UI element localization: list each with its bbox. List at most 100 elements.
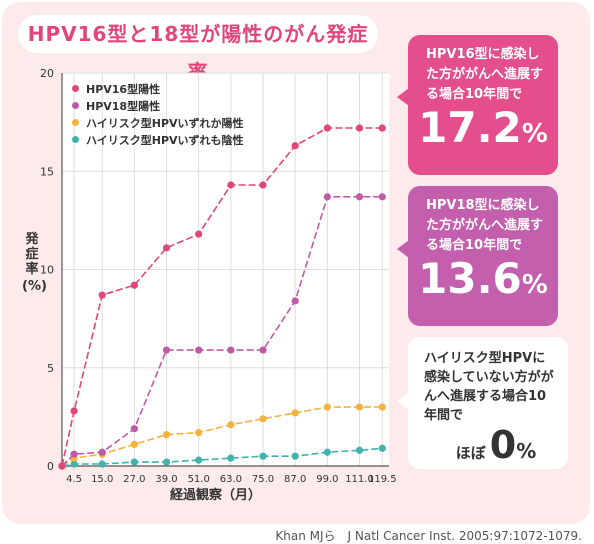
legend-label: HPV18型陽性 xyxy=(86,99,161,113)
x-tick-label: 87.0 xyxy=(284,474,306,485)
source-citation: Khan MJら J Natl Cancer Inst. 2005:97:107… xyxy=(275,529,582,543)
data-point-s2-8 xyxy=(291,297,299,305)
legend-item-2: HPV18型陽性 xyxy=(72,97,244,114)
data-point-s2-3 xyxy=(130,425,138,433)
callout-negative-number: 0 xyxy=(489,423,517,467)
y-tick-label: 0 xyxy=(47,460,54,473)
data-point-s3-5 xyxy=(195,428,203,437)
data-point-s1-3 xyxy=(130,281,138,289)
x-tick-label: 27.0 xyxy=(123,474,145,485)
series-line-2 xyxy=(61,196,383,467)
callout-negative-text: ハイリスク型HPVに感染していない方ががんへ進展する場合10年間で xyxy=(424,351,554,423)
x-tick-label: 63.0 xyxy=(220,474,242,485)
callout-hpv18: HPV18型に感染した方ががんへ進展する場合10年間で 13.6% xyxy=(408,186,558,326)
callout-pointer-3 xyxy=(397,392,409,410)
legend-marker xyxy=(72,119,79,126)
data-point-s1-9 xyxy=(323,124,331,132)
callout-negative-prefix: ほぼ xyxy=(455,444,486,462)
data-point-s4-1 xyxy=(70,460,78,468)
data-point-s2-7 xyxy=(259,346,267,354)
chart-title: HPV16型と18型が陽性のがん発症率 xyxy=(18,15,378,84)
x-tick-label: 51.0 xyxy=(188,474,210,485)
data-point-s4-11 xyxy=(378,444,386,452)
data-point-s4-3 xyxy=(130,458,138,466)
data-point-s3-7 xyxy=(259,415,267,423)
legend-label: ハイリスク型HPVいずれか陽性 xyxy=(86,116,244,130)
legend-item-3: ハイリスク型HPVいずれか陽性 xyxy=(72,114,244,131)
data-point-s3-4 xyxy=(162,430,171,439)
y-tick-label: 10 xyxy=(40,264,54,277)
x-tick-label: 15.0 xyxy=(91,474,113,485)
data-point-s3-6 xyxy=(227,421,235,429)
x-axis-label: 経過観察（月） xyxy=(170,488,262,503)
data-point-s2-9 xyxy=(323,193,331,201)
data-point-s1-10 xyxy=(355,124,364,132)
data-point-s1-0 xyxy=(58,462,66,470)
data-point-s4-2 xyxy=(98,460,106,468)
data-point-s3-9 xyxy=(323,403,331,411)
data-point-s4-10 xyxy=(355,446,364,454)
data-point-s1-7 xyxy=(259,181,267,189)
data-point-s1-8 xyxy=(291,142,299,150)
y-tick-label: 15 xyxy=(40,165,54,178)
legend-marker xyxy=(72,136,79,143)
callout-hpv18-number: 13.6 xyxy=(418,254,522,303)
data-point-s2-1 xyxy=(70,450,78,458)
callout-hpv18-pct: % xyxy=(521,270,548,300)
data-point-s1-4 xyxy=(162,244,171,252)
data-point-s4-9 xyxy=(323,448,331,456)
data-point-s2-4 xyxy=(162,346,171,354)
callout-negative: ハイリスク型HPVに感染していない方ががんへ進展する場合10年間で ほぼ 0% xyxy=(408,337,568,469)
data-point-s4-7 xyxy=(259,452,267,460)
data-point-s3-10 xyxy=(355,403,364,411)
x-tick-label: 111.0 xyxy=(345,474,374,485)
callout-pointer-1 xyxy=(397,88,409,106)
y-tick-label: 5 xyxy=(47,362,54,375)
series-line-4 xyxy=(61,447,383,467)
data-point-s3-11 xyxy=(378,403,386,411)
y-axis-label: 発症率 (%) xyxy=(22,232,47,294)
data-point-s2-10 xyxy=(355,193,364,201)
callout-hpv16-pct: % xyxy=(521,119,548,149)
series-line-3 xyxy=(61,406,383,467)
legend-marker xyxy=(72,102,79,109)
data-point-s2-2 xyxy=(98,448,106,456)
callout-hpv16: HPV16型に感染した方ががんへ進展する場合10年間で 17.2% xyxy=(408,35,558,175)
data-point-s1-11 xyxy=(378,124,386,132)
series-line-1 xyxy=(61,127,383,467)
callout-hpv18-text: HPV18型に感染した方ががんへ進展する場合10年間で xyxy=(426,198,544,253)
callout-hpv16-text: HPV16型に感染した方ががんへ進展する場合10年間で xyxy=(426,47,544,102)
data-point-s1-5 xyxy=(195,230,203,238)
data-point-s3-3 xyxy=(130,440,138,448)
data-point-s4-6 xyxy=(227,454,235,462)
y-tick-label: 20 xyxy=(40,67,54,80)
legend: HPV16型陽性 HPV18型陽性ハイリスク型HPVいずれか陽性 ハイリスク型HPV… xyxy=(72,80,244,148)
legend-marker xyxy=(72,85,79,92)
callout-hpv16-value: 17.2% xyxy=(408,105,558,157)
data-point-s2-11 xyxy=(378,193,386,201)
callout-hpv16-number: 17.2 xyxy=(418,103,522,152)
data-point-s1-2 xyxy=(98,291,106,299)
data-point-s2-6 xyxy=(227,346,235,354)
x-tick-label: 75.0 xyxy=(252,474,274,485)
callout-hpv18-value: 13.6% xyxy=(408,256,558,308)
legend-label: ハイリスク型HPVいずれも陰性 xyxy=(86,133,244,147)
y-axis-unit: (%) xyxy=(22,279,47,294)
data-point-s1-1 xyxy=(70,407,78,415)
callout-negative-value: ほぼ 0% xyxy=(408,425,568,471)
y-axis-label-text: 発症率 xyxy=(25,232,39,277)
legend-label: HPV16型陽性 xyxy=(86,82,161,96)
legend-item-4: ハイリスク型HPVいずれも陰性 xyxy=(72,131,244,148)
data-point-s3-8 xyxy=(291,409,299,417)
x-tick-label: 119.5 xyxy=(368,474,397,485)
data-point-s4-8 xyxy=(291,452,299,460)
legend-item-1: HPV16型陽性 xyxy=(72,80,244,97)
callout-negative-pct: % xyxy=(516,439,537,463)
data-point-s2-5 xyxy=(195,346,203,354)
data-point-s4-5 xyxy=(195,456,203,464)
data-point-s1-6 xyxy=(227,181,235,189)
callout-pointer-2 xyxy=(397,240,409,258)
data-point-s4-4 xyxy=(162,458,171,466)
x-tick-label: 99.0 xyxy=(316,474,338,485)
